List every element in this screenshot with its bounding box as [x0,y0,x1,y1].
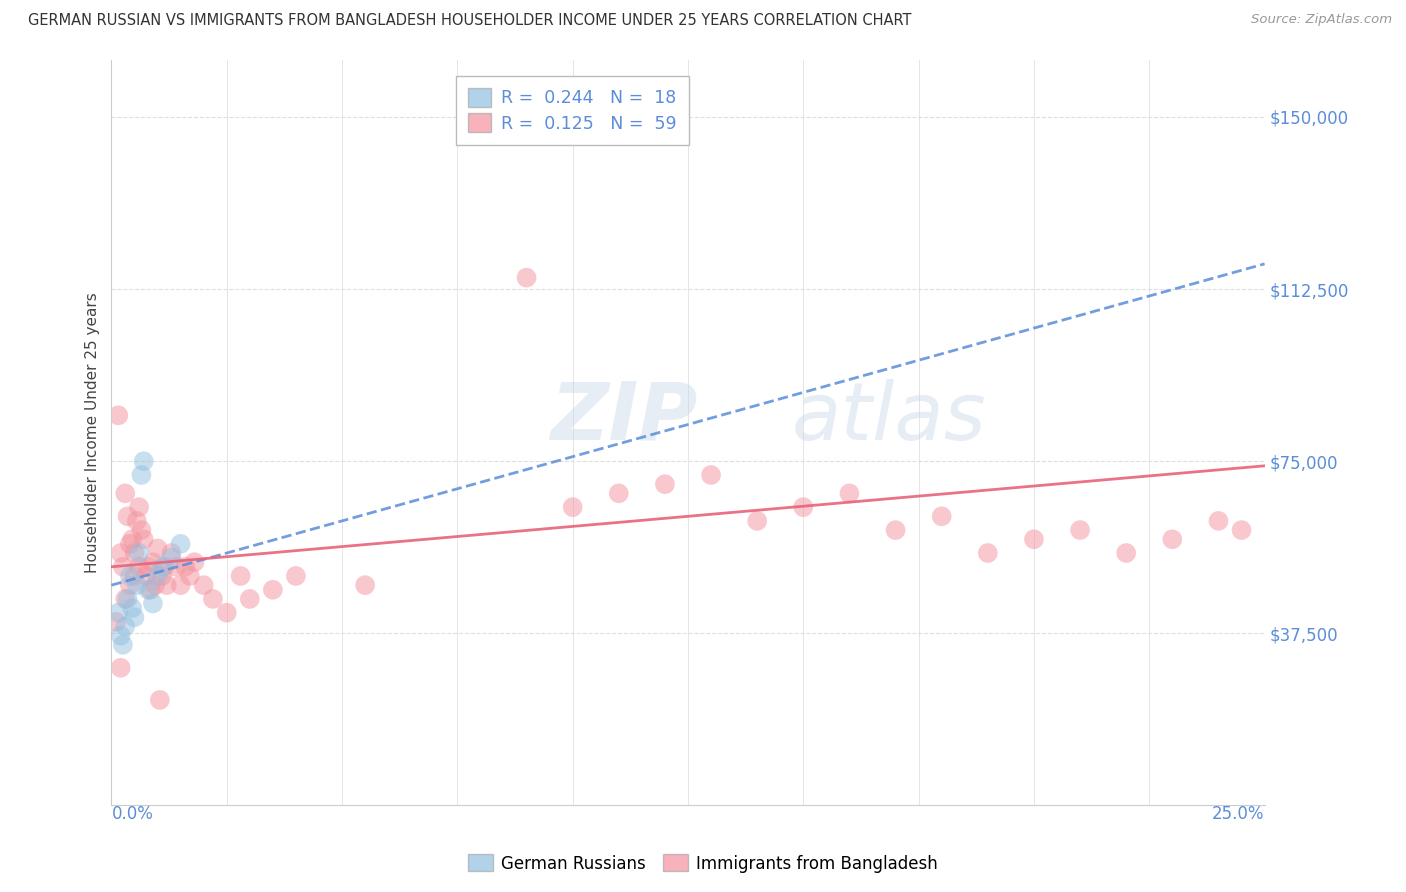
Point [132,533,155,547]
Point [146,541,169,556]
Text: atlas: atlas [792,378,987,457]
Text: 0.0%: 0.0% [111,805,153,823]
Point [142,597,165,611]
Legend: R =  0.244   N =  18, R =  0.125   N =  59: R = 0.244 N = 18, R = 0.125 N = 59 [456,76,689,145]
Point [700,468,723,483]
Point [150,569,173,583]
Point [160,550,183,565]
Point [142,555,165,569]
Point [111,638,134,652]
Point [239,591,262,606]
Point [284,569,307,583]
Point [107,606,129,620]
Point [160,546,183,560]
Point [1022,533,1045,547]
Point [143,578,166,592]
Point [1069,523,1091,537]
Point [139,582,162,597]
Point [135,569,157,583]
Point [354,578,377,592]
Point [1230,523,1253,537]
Point [215,606,238,620]
Point [977,546,1000,560]
Point [150,559,173,574]
Point [165,559,187,574]
Point [149,693,172,707]
Point [118,537,141,551]
Point [114,591,136,606]
Point [114,619,136,633]
Y-axis label: Householder Income Under 25 years: Householder Income Under 25 years [86,293,100,573]
Point [262,582,284,597]
Point [1161,533,1184,547]
Point [179,569,201,583]
Point [516,270,538,285]
Point [229,569,252,583]
Point [110,546,132,560]
Point [561,500,583,515]
Point [105,615,128,629]
Point [146,569,169,583]
Point [131,523,153,537]
Point [132,454,155,468]
Point [125,514,148,528]
Point [121,601,143,615]
Point [131,468,153,483]
Point [124,610,146,624]
Point [607,486,630,500]
Point [1115,546,1137,560]
Point [884,523,907,537]
Text: Source: ZipAtlas.com: Source: ZipAtlas.com [1251,13,1392,27]
Point [136,582,159,597]
Point [128,559,150,574]
Point [118,569,141,583]
Text: ZIP: ZIP [550,378,697,457]
Point [169,578,191,592]
Point [1208,514,1230,528]
Point [118,578,141,592]
Point [183,555,205,569]
Point [124,546,146,560]
Point [174,559,197,574]
Point [153,559,176,574]
Point [128,500,150,515]
Point [125,578,148,592]
Point [107,409,129,423]
Point [136,559,159,574]
Point [654,477,676,491]
Point [111,559,134,574]
Point [110,629,132,643]
Point [156,578,179,592]
Point [792,500,814,515]
Point [117,509,139,524]
Point [110,661,132,675]
Point [838,486,860,500]
Point [121,533,143,547]
Point [128,546,150,560]
Point [193,578,215,592]
Text: 25.0%: 25.0% [1212,805,1264,823]
Point [114,486,136,500]
Text: GERMAN RUSSIAN VS IMMIGRANTS FROM BANGLADESH HOUSEHOLDER INCOME UNDER 25 YEARS C: GERMAN RUSSIAN VS IMMIGRANTS FROM BANGLA… [28,13,911,29]
Legend: German Russians, Immigrants from Bangladesh: German Russians, Immigrants from Banglad… [461,847,945,880]
Point [201,591,224,606]
Point [747,514,769,528]
Point [169,537,191,551]
Point [931,509,953,524]
Point [117,591,139,606]
Point [124,569,146,583]
